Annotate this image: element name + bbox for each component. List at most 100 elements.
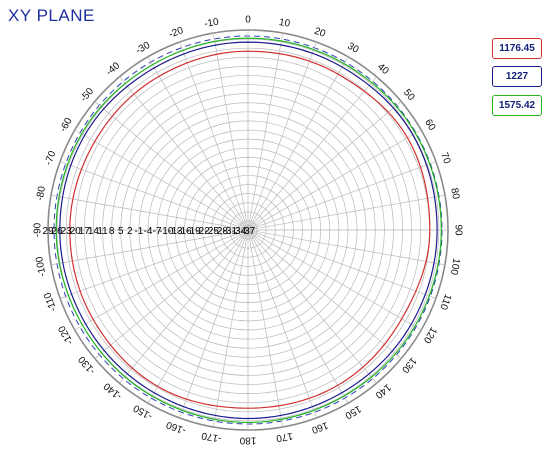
grid-spoke bbox=[119, 76, 249, 231]
series-line bbox=[55, 37, 442, 424]
polar-grid bbox=[47, 29, 449, 431]
grid-spoke bbox=[247, 129, 422, 231]
angle-tick-label: 100 bbox=[448, 257, 462, 276]
grid-spoke bbox=[212, 229, 249, 428]
radial-tick-label: 17 bbox=[79, 226, 91, 237]
angle-tick-label: -170 bbox=[200, 429, 222, 443]
angle-tick-label: -50 bbox=[78, 86, 96, 104]
grid-spoke bbox=[179, 229, 249, 419]
angle-tick-label: 0 bbox=[245, 15, 251, 26]
angle-tick-label: -90 bbox=[33, 222, 44, 237]
angle-tick-label: -110 bbox=[42, 290, 59, 312]
radial-tick-label: 2 bbox=[127, 226, 133, 237]
radial-tick-label: -7 bbox=[153, 226, 162, 237]
angle-tick-label: 110 bbox=[437, 292, 453, 311]
grid-spoke bbox=[59, 229, 249, 299]
radial-tick-label: 5 bbox=[118, 226, 124, 237]
grid-spoke bbox=[94, 101, 249, 231]
angle-tick-label: 20 bbox=[313, 26, 328, 40]
angle-tick-label: 60 bbox=[422, 118, 437, 134]
angle-tick-label: 180 bbox=[239, 434, 256, 445]
grid-spoke bbox=[247, 229, 446, 266]
radial-tick-label: -4 bbox=[144, 226, 153, 237]
angle-tick-label: 10 bbox=[278, 17, 291, 30]
angle-tick-label: -40 bbox=[104, 60, 122, 78]
grid-spoke bbox=[74, 129, 249, 231]
grid-spoke bbox=[147, 229, 249, 404]
grid-spoke bbox=[247, 229, 377, 384]
angle-tick-label: 170 bbox=[275, 430, 294, 444]
grid-spoke bbox=[247, 229, 402, 359]
radial-tick-label: -13 bbox=[168, 226, 183, 237]
grid-spoke bbox=[59, 161, 249, 231]
angle-tick-label: -160 bbox=[165, 418, 188, 435]
radial-tick-label: 20 bbox=[70, 226, 82, 237]
angle-tick-label: 90 bbox=[452, 224, 463, 236]
grid-spoke bbox=[50, 194, 249, 231]
radial-tick-label: -22 bbox=[195, 226, 210, 237]
angle-tick-label: 120 bbox=[421, 325, 439, 345]
legend-item-1575-42[interactable]: 1575.42 bbox=[492, 95, 542, 116]
grid-spoke bbox=[247, 229, 284, 428]
label-layer: 0 102030405060708090100110120130140150160… bbox=[33, 15, 464, 446]
grid-spoke bbox=[119, 229, 249, 384]
series-line bbox=[59, 41, 438, 420]
angle-tick-label: -130 bbox=[76, 353, 98, 376]
radial-tick-label: 26 bbox=[52, 226, 64, 237]
angle-tick-label: 80 bbox=[448, 187, 461, 200]
radial-tick-label: -34 bbox=[232, 226, 247, 237]
grid-spoke bbox=[247, 56, 349, 231]
chart-title: XY PLANE bbox=[8, 6, 95, 25]
grid-spoke bbox=[212, 32, 249, 231]
grid-spoke bbox=[247, 229, 422, 331]
series-line bbox=[69, 50, 431, 409]
legend-label: 1176.45 bbox=[499, 43, 535, 54]
radial-tick-label: -31 bbox=[223, 226, 238, 237]
angle-tick-label: 70 bbox=[438, 151, 452, 166]
grid-spoke bbox=[94, 229, 249, 359]
grid-spoke bbox=[247, 194, 446, 231]
radial-tick-label: -10 bbox=[159, 226, 174, 237]
radial-tick-label: -37 bbox=[241, 226, 256, 237]
grid-spoke bbox=[247, 41, 317, 231]
radial-tick-label: 14 bbox=[88, 226, 100, 237]
legend-item-1176-45[interactable]: 1176.45 bbox=[492, 38, 542, 59]
legend-label: 1575.42 bbox=[498, 100, 536, 111]
grid-spoke bbox=[247, 161, 437, 231]
radial-tick-label: -25 bbox=[204, 226, 219, 237]
radial-tick-label: -28 bbox=[214, 226, 229, 237]
grid-spoke bbox=[50, 229, 249, 266]
radial-tick-label: 23 bbox=[61, 226, 73, 237]
grid-spoke bbox=[247, 32, 284, 231]
angle-tick-label: 40 bbox=[375, 61, 391, 77]
angle-tick-label: -70 bbox=[43, 149, 58, 167]
radial-tick-label: -16 bbox=[177, 226, 192, 237]
legend-label: 1227 bbox=[505, 71, 529, 82]
angle-tick-label: -80 bbox=[35, 185, 48, 202]
radial-tick-label: 29 bbox=[42, 226, 54, 237]
grid-spoke bbox=[74, 229, 249, 331]
angle-tick-label: -60 bbox=[58, 116, 75, 134]
grid-spoke bbox=[147, 56, 249, 231]
angle-tick-label: -100 bbox=[34, 255, 48, 277]
radial-tick-label: 8 bbox=[109, 226, 115, 237]
grid-spoke bbox=[247, 229, 349, 404]
grid-spoke bbox=[247, 229, 437, 299]
angle-tick-label: -30 bbox=[134, 40, 152, 57]
grid-spoke bbox=[247, 101, 402, 231]
angle-tick-label: 160 bbox=[310, 419, 330, 435]
grid-spoke bbox=[179, 41, 249, 231]
grid-spoke bbox=[247, 229, 317, 419]
angle-tick-label: -20 bbox=[168, 25, 186, 40]
grid-spoke bbox=[247, 76, 377, 231]
radial-tick-label: -1 bbox=[134, 226, 143, 237]
legend-item-1227[interactable]: 1227 bbox=[492, 66, 542, 87]
radial-tick-label: -19 bbox=[186, 226, 201, 237]
angle-tick-label: 150 bbox=[343, 403, 363, 421]
angle-tick-label: 50 bbox=[401, 87, 417, 103]
angle-tick-label: -140 bbox=[102, 380, 125, 402]
angle-tick-label: 30 bbox=[345, 41, 361, 56]
radial-tick-label: 11 bbox=[97, 226, 108, 237]
angle-tick-label: -10 bbox=[203, 17, 220, 30]
